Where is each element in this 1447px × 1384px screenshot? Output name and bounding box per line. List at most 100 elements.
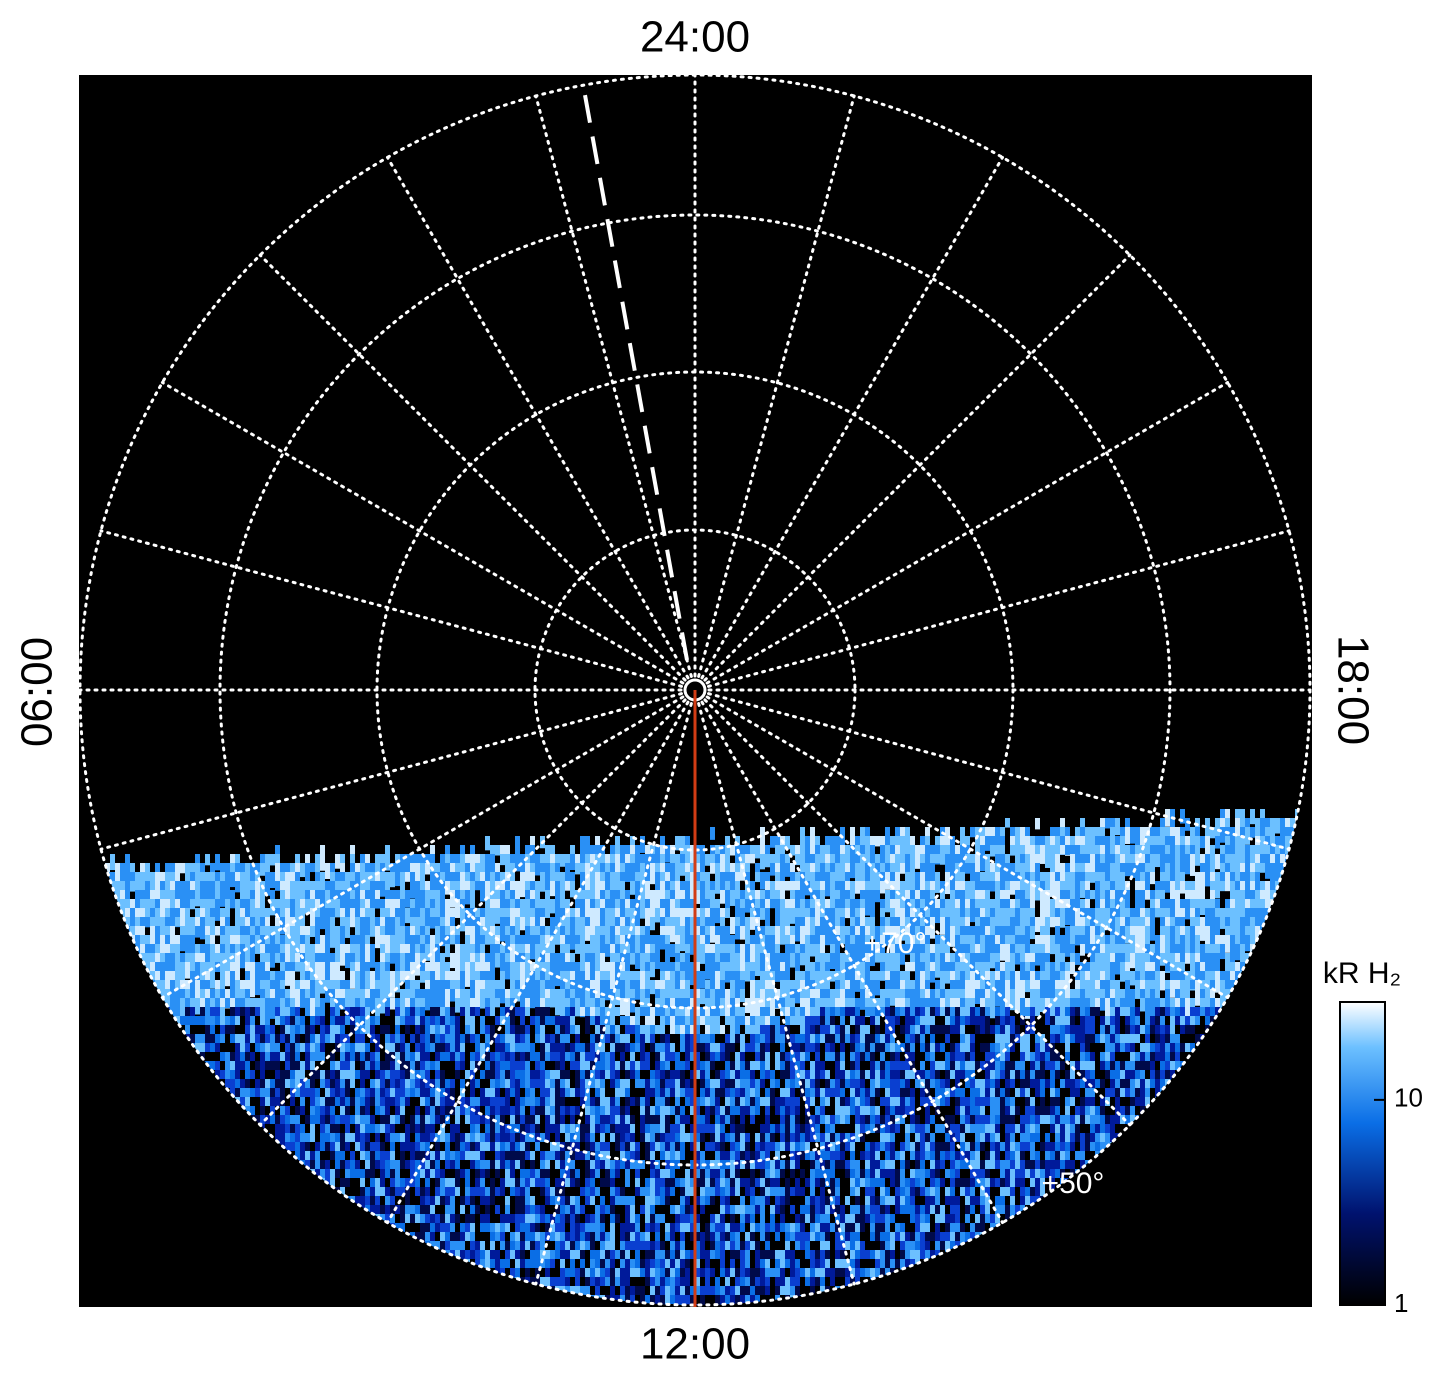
- emission-cell: [605, 1241, 610, 1250]
- emission-cell: [560, 899, 565, 910]
- emission-cell: [490, 1232, 495, 1241]
- emission-cell: [350, 845, 355, 859]
- emission-cell: [575, 962, 580, 975]
- emission-cell: [210, 872, 215, 884]
- emission-cell: [510, 1142, 515, 1151]
- emission-cell: [480, 1178, 485, 1187]
- emission-cell: [260, 1016, 265, 1025]
- emission-cell: [205, 962, 210, 977]
- emission-cell: [470, 1151, 475, 1160]
- emission-cell: [365, 953, 370, 968]
- emission-cell: [460, 1232, 465, 1241]
- emission-cell: [245, 863, 250, 875]
- emission-cell: [395, 890, 400, 902]
- emission-cell: [555, 1016, 560, 1025]
- emission-cell: [505, 1070, 510, 1079]
- emission-cell: [370, 953, 375, 968]
- emission-cell: [480, 1070, 485, 1079]
- emission-cell: [150, 881, 155, 897]
- emission-cell: [370, 1052, 375, 1061]
- emission-cell: [220, 890, 225, 907]
- emission-cell: [240, 1034, 245, 1043]
- emission-cell: [200, 1016, 205, 1025]
- emission-cell: [500, 890, 505, 907]
- emission-cell: [655, 1115, 660, 1124]
- emission-cell: [285, 1007, 290, 1016]
- emission-cell: [630, 881, 635, 895]
- emission-cell: [360, 1070, 365, 1079]
- emission-cell: [400, 1097, 405, 1106]
- emission-cell: [400, 1016, 405, 1025]
- emission-cell: [335, 1007, 340, 1016]
- emission-cell: [510, 1232, 515, 1241]
- emission-cell: [350, 863, 355, 877]
- emission-cell: [645, 1250, 650, 1259]
- emission-cell: [415, 989, 420, 1006]
- emission-cell: [400, 917, 405, 931]
- emission-cell: [250, 980, 255, 998]
- emission-cell: [315, 989, 320, 1003]
- emission-cell: [475, 989, 480, 1000]
- emission-cell: [640, 1286, 645, 1295]
- emission-cell: [465, 1016, 470, 1025]
- emission-cell: [255, 917, 260, 931]
- emission-cell: [520, 1115, 525, 1124]
- emission-cell: [515, 1187, 520, 1196]
- emission-cell: [310, 1079, 315, 1088]
- emission-cell: [550, 1079, 555, 1088]
- emission-cell: [555, 1142, 560, 1151]
- emission-cell: [340, 1160, 345, 1169]
- emission-cell: [300, 1025, 305, 1034]
- emission-cell: [530, 989, 535, 1009]
- emission-cell: [320, 1034, 325, 1043]
- emission-cell: [375, 863, 380, 876]
- emission-cell: [335, 854, 340, 869]
- emission-cell: [660, 899, 665, 916]
- emission-cell: [575, 1088, 580, 1097]
- emission-cell: [460, 854, 465, 869]
- emission-cell: [210, 917, 215, 934]
- emission-cell: [655, 935, 660, 949]
- emission-cell: [290, 998, 295, 1014]
- emission-cell: [375, 980, 380, 995]
- emission-cell: [615, 980, 620, 997]
- emission-cell: [400, 971, 405, 981]
- emission-cell: [655, 1295, 660, 1304]
- emission-cell: [655, 1223, 660, 1232]
- emission-cell: [630, 953, 635, 965]
- emission-cell: [265, 953, 270, 966]
- emission-cell: [515, 1142, 520, 1151]
- emission-cell: [595, 917, 600, 934]
- emission-cell: [635, 1241, 640, 1250]
- emission-cell: [285, 1043, 290, 1052]
- emission-cell: [390, 1151, 395, 1160]
- emission-cell: [405, 1007, 410, 1016]
- emission-cell: [230, 1016, 235, 1025]
- emission-cell: [425, 1034, 430, 1043]
- emission-cell: [565, 1241, 570, 1250]
- emission-cell: [525, 1223, 530, 1232]
- emission-cell: [585, 953, 590, 963]
- emission-cell: [565, 899, 570, 917]
- emission-cell: [600, 1079, 605, 1088]
- emission-cell: [510, 1115, 515, 1124]
- emission-cell: [310, 944, 315, 963]
- emission-cell: [640, 1187, 645, 1196]
- emission-cell: [300, 1088, 305, 1097]
- emission-cell: [605, 890, 610, 901]
- emission-cell: [465, 998, 470, 1012]
- emission-cell: [435, 917, 440, 932]
- emission-cell: [565, 980, 570, 991]
- emission-cell: [555, 1097, 560, 1106]
- emission-cell: [545, 962, 550, 978]
- emission-cell: [450, 1205, 455, 1214]
- emission-cell: [490, 1052, 495, 1061]
- emission-cell: [595, 1205, 600, 1214]
- emission-cell: [495, 1016, 500, 1025]
- emission-cell: [480, 971, 485, 984]
- emission-cell: [580, 899, 585, 913]
- emission-cell: [430, 998, 435, 1015]
- emission-cell: [405, 872, 410, 882]
- emission-cell: [290, 1007, 295, 1016]
- emission-cell: [510, 926, 515, 940]
